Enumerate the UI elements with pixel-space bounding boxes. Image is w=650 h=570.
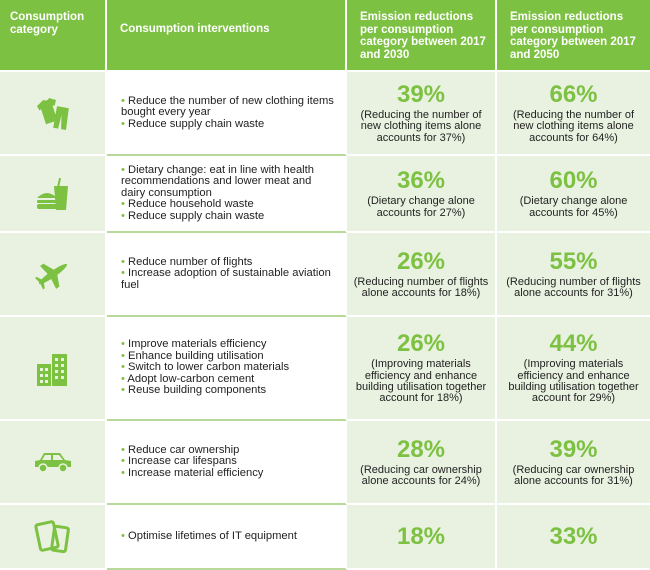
food-icon bbox=[36, 177, 68, 210]
pct-value: 44% bbox=[549, 330, 598, 358]
list-item: Increase material efficiency bbox=[121, 467, 263, 480]
interventions-food: Dietary change: eat in line with health … bbox=[107, 156, 347, 233]
category-clothing bbox=[0, 72, 107, 156]
category-aviation bbox=[0, 233, 107, 317]
list-item: Reduce household waste bbox=[121, 199, 335, 211]
pct-value: 26% bbox=[396, 247, 446, 275]
list-item: Enhance building utilisation bbox=[121, 350, 289, 363]
pct-value: 60% bbox=[549, 167, 598, 195]
list-item: Increase car lifespans bbox=[121, 456, 263, 468]
interventions-clothing: Reduce the number of new clothing items … bbox=[107, 72, 347, 156]
reduction-2050-food: 60% (Dietary change alone accounts for 4… bbox=[497, 156, 650, 233]
list-item: Optimise lifetimes of IT equipment bbox=[121, 530, 297, 543]
pct-note: (Reducing car ownership alone accounts f… bbox=[512, 463, 635, 487]
car-icon bbox=[34, 453, 71, 473]
reduction-2030-clothing: 39% (Reducing the number of new clothing… bbox=[347, 72, 497, 156]
header-2050: Emission reductions per consumption cate… bbox=[497, 0, 650, 72]
pct-value: 36% bbox=[396, 167, 446, 195]
list-item: Adopt low-carbon cement bbox=[121, 373, 289, 386]
pct-note: (Reducing the number of new clothing ite… bbox=[360, 108, 482, 144]
category-car bbox=[0, 421, 107, 505]
list-item: Dietary change: eat in line with health … bbox=[121, 164, 335, 200]
pct-value: 55% bbox=[549, 247, 598, 275]
interventions-car: Reduce car ownership Increase car lifesp… bbox=[107, 421, 347, 505]
list-item: Reduce number of flights bbox=[121, 256, 335, 269]
pct-note: (Reducing car ownership alone accounts f… bbox=[360, 463, 482, 487]
interventions-aviation: Reduce number of flights Increase adopti… bbox=[107, 233, 347, 317]
category-buildings bbox=[0, 317, 107, 421]
pct-note: (Improving materials efficiency and enha… bbox=[508, 358, 639, 405]
list-item: Increase adoption of sustainable aviatio… bbox=[121, 267, 335, 291]
list-item: Reduce supply chain waste bbox=[121, 118, 335, 131]
reduction-2050-buildings: 44% (Improving materials efficiency and … bbox=[497, 317, 650, 421]
pct-note: (Dietary change alone accounts for 45%) bbox=[519, 195, 628, 219]
interventions-buildings: Improve materials efficiency Enhance bui… bbox=[107, 317, 347, 421]
header-interventions: Consumption interventions bbox=[107, 0, 347, 72]
pct-value: 26% bbox=[396, 330, 446, 358]
reduction-2050-clothing: 66% (Reducing the number of new clothing… bbox=[497, 72, 650, 156]
category-food bbox=[0, 156, 107, 233]
airplane-icon bbox=[34, 263, 67, 290]
buildings-icon bbox=[36, 354, 67, 386]
header-category: Consumption category bbox=[0, 0, 107, 72]
list-item: Reuse building components bbox=[121, 385, 289, 397]
pct-note: (Improving materials efficiency and enha… bbox=[355, 358, 487, 405]
reduction-2030-car: 28% (Reducing car ownership alone accoun… bbox=[347, 421, 497, 505]
clothing-icon bbox=[36, 98, 69, 131]
reduction-2030-it: 18% bbox=[347, 505, 497, 570]
list-item: Reduce the number of new clothing items … bbox=[121, 95, 335, 119]
list-item: Switch to lower carbon materials bbox=[121, 362, 289, 374]
reduction-2030-aviation: 26% (Reducing number of flights alone ac… bbox=[347, 233, 497, 317]
pct-value: 28% bbox=[396, 435, 446, 463]
pct-note: (Reducing number of flights alone accoun… bbox=[353, 275, 489, 299]
reduction-2050-it: 33% bbox=[497, 505, 650, 570]
reduction-2030-food: 36% (Dietary change alone accounts for 2… bbox=[347, 156, 497, 233]
pct-note: (Reducing the number of new clothing ite… bbox=[512, 108, 635, 144]
category-it bbox=[0, 505, 107, 570]
list-item: Reduce car ownership bbox=[121, 444, 263, 457]
pct-value: 18% bbox=[396, 522, 446, 550]
reduction-2030-buildings: 26% (Improving materials efficiency and … bbox=[347, 317, 497, 421]
reduction-2050-aviation: 55% (Reducing number of flights alone ac… bbox=[497, 233, 650, 317]
pct-note: (Dietary change alone accounts for 27%) bbox=[367, 195, 475, 219]
reduction-2050-car: 39% (Reducing car ownership alone accoun… bbox=[497, 421, 650, 505]
interventions-it: Optimise lifetimes of IT equipment bbox=[107, 505, 347, 570]
pct-value: 39% bbox=[396, 80, 446, 108]
header-2030: Emission reductions per consumption cate… bbox=[347, 0, 497, 72]
pct-value: 66% bbox=[549, 80, 598, 108]
list-item: Improve materials efficiency bbox=[121, 338, 289, 351]
devices-icon bbox=[33, 519, 70, 553]
pct-value: 39% bbox=[549, 435, 598, 463]
pct-value: 33% bbox=[549, 522, 598, 550]
pct-note: (Reducing number of flights alone accoun… bbox=[506, 275, 641, 299]
list-item: Reduce supply chain waste bbox=[121, 210, 335, 223]
